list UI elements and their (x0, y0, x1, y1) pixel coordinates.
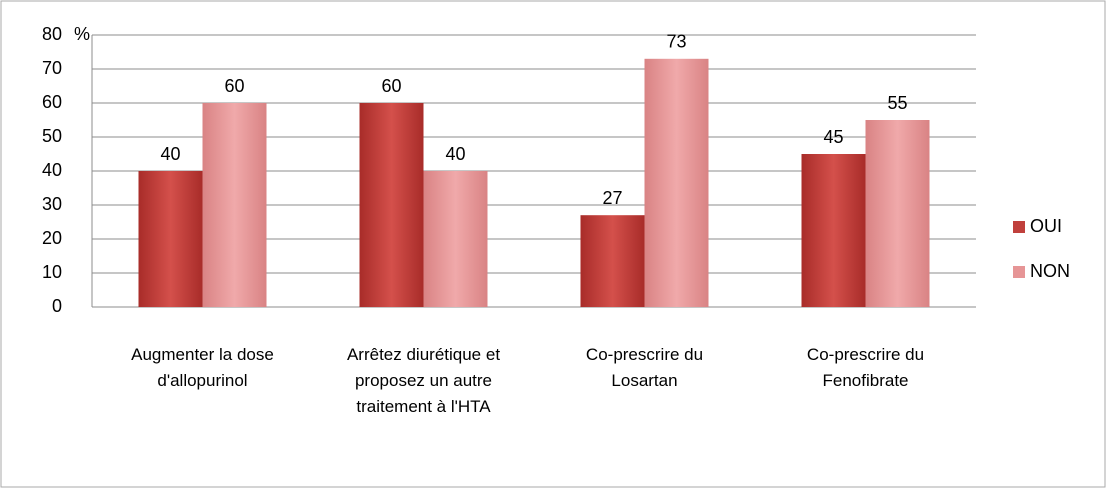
legend-swatch (1013, 266, 1025, 278)
y-tick-label: 80 (42, 24, 62, 44)
bar (423, 171, 488, 307)
x-tick-label: Co-prescrire du Fenofibrate (806, 345, 925, 390)
x-tick-label: Arrêtez diurétique et proposez un autre … (346, 345, 501, 416)
y-tick-label: 60 (42, 92, 62, 112)
bar (865, 120, 930, 307)
y-tick-label: 0 (52, 296, 62, 316)
data-label: 60 (224, 76, 244, 96)
y-axis-label: % (74, 24, 90, 44)
data-label: 40 (445, 144, 465, 164)
y-tick-label: 20 (42, 228, 62, 248)
data-label: 45 (823, 127, 843, 147)
legend-swatch (1013, 221, 1025, 233)
bar (801, 154, 866, 307)
data-label: 55 (887, 93, 907, 113)
data-label: 73 (666, 32, 686, 52)
y-tick-label: 40 (42, 160, 62, 180)
legend-label: NON (1030, 261, 1070, 281)
bar (359, 103, 424, 307)
x-tick-label: Co-prescrire du Losartan (585, 345, 704, 390)
data-label: 40 (160, 144, 180, 164)
legend-label: OUI (1030, 216, 1062, 236)
y-tick-label: 30 (42, 194, 62, 214)
data-label: 27 (602, 188, 622, 208)
y-tick-label: 70 (42, 58, 62, 78)
bar (644, 58, 709, 307)
x-tick-label: Augmenter la dose d'allopurinol (131, 345, 274, 390)
data-label: 60 (381, 76, 401, 96)
bar (202, 103, 267, 307)
y-tick-label: 50 (42, 126, 62, 146)
bar (138, 171, 203, 307)
y-tick-label: 10 (42, 262, 62, 282)
bar (580, 215, 645, 307)
